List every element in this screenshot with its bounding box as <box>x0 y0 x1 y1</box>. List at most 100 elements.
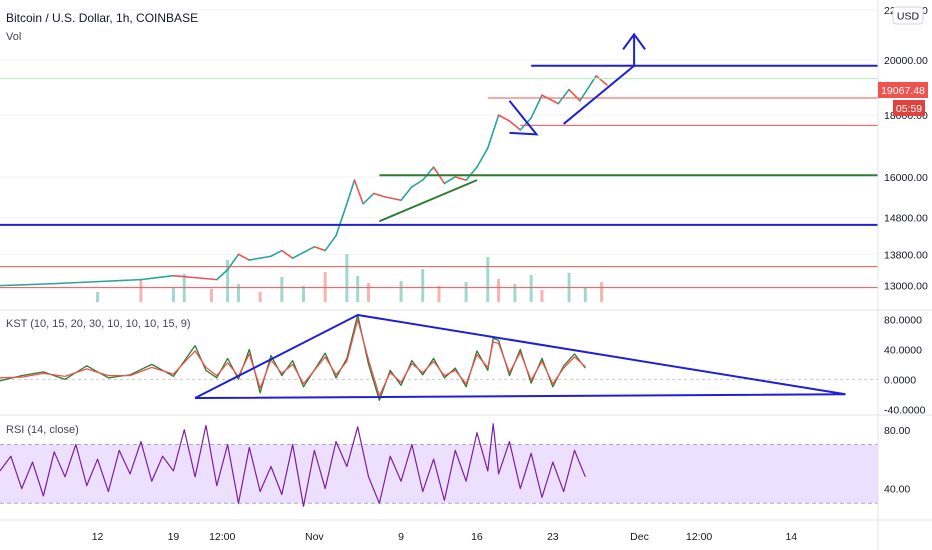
price-segment <box>353 179 364 205</box>
time-tick-label: 14 <box>785 531 797 543</box>
price-segment <box>291 251 305 259</box>
price-segment <box>541 94 560 105</box>
last-price-tag: 19067.48 <box>878 82 928 98</box>
price-segment <box>237 253 251 261</box>
price-series <box>0 75 608 287</box>
kst-tick-label: 80.0000 <box>884 314 922 326</box>
currency-button[interactable]: USD <box>892 6 924 25</box>
price-segment <box>476 147 489 168</box>
time-tick-label: 9 <box>398 531 404 543</box>
up-arrow-head[interactable] <box>622 32 646 50</box>
price-segment <box>421 166 435 181</box>
trendline[interactable] <box>378 179 478 223</box>
volume-bar <box>540 290 544 302</box>
kst-series <box>0 314 586 401</box>
kst-axis[interactable]: 80.0000 40.0000 0.0000 -40.0000 <box>884 314 926 416</box>
volume-bar <box>497 279 501 302</box>
price-grid <box>0 9 878 287</box>
rsi-line <box>0 423 586 507</box>
volume-bar <box>258 292 262 302</box>
price-segment <box>0 282 55 287</box>
kst-label: KST (10, 15, 20, 30, 10, 10, 10, 15, 9) <box>6 318 190 330</box>
volume-bar <box>356 276 360 302</box>
time-tick-label: Nov <box>305 531 324 543</box>
volume-bar <box>600 282 604 302</box>
price-segment <box>508 120 522 131</box>
volume-bar <box>345 254 349 302</box>
price-segment <box>248 255 272 261</box>
volume-bar <box>302 286 306 302</box>
price-segment <box>281 249 294 259</box>
time-tick-label: 16 <box>471 531 483 543</box>
countdown-tag-bg <box>893 100 925 116</box>
price-tick-label: 14800.00 <box>884 213 928 225</box>
volume-bar <box>421 269 425 302</box>
price-segment <box>140 274 175 281</box>
rsi-series <box>0 423 586 507</box>
kst-tick-label: 0.0000 <box>884 374 916 386</box>
price-segment <box>400 185 413 202</box>
volume-bar <box>437 286 441 302</box>
price-tick-label: 16000.00 <box>884 172 928 184</box>
price-segment <box>373 192 386 198</box>
price-segment <box>595 75 608 86</box>
volume-bar <box>139 280 143 302</box>
price-segment <box>270 249 283 258</box>
time-tick-label: 19 <box>168 531 180 543</box>
trendline[interactable] <box>563 64 635 125</box>
time-tick-label: 12 <box>92 531 104 543</box>
volume-bar <box>209 289 213 302</box>
price-segment <box>362 192 375 205</box>
time-tick-label: 23 <box>547 531 559 543</box>
kst-pane[interactable]: 80.0000 40.0000 0.0000 -40.0000 <box>0 313 926 416</box>
price-segment <box>215 268 229 281</box>
kst-triangle-drawing[interactable] <box>194 313 846 400</box>
rsi-axis[interactable]: 80.00 40.00 <box>884 425 910 496</box>
volume-bar <box>226 260 230 302</box>
kst-tick-label: 40.0000 <box>884 344 922 356</box>
volume-bars <box>96 254 604 302</box>
price-segment <box>335 202 348 237</box>
price-segment <box>302 246 316 254</box>
currency-button-bg[interactable] <box>892 6 924 25</box>
currency-button-label[interactable]: USD <box>897 11 920 23</box>
price-segment <box>384 196 402 202</box>
rsi-pane[interactable]: 80.00 40.00 <box>0 423 910 507</box>
triangle-drawing[interactable] <box>508 100 539 136</box>
price-pane[interactable]: 22000.0020000.0018000.0016000.0014800.00… <box>0 5 928 302</box>
volume-bar <box>513 284 517 302</box>
volume-bar <box>583 288 587 302</box>
rsi-band <box>0 444 878 504</box>
volume-bar <box>399 281 403 302</box>
price-axis[interactable]: 22000.0020000.0018000.0016000.0014800.00… <box>884 5 928 293</box>
price-drawings[interactable] <box>0 32 878 289</box>
last-price-tag-bg <box>878 82 928 98</box>
volume-bar <box>464 282 468 302</box>
price-tick-label: 20000.00 <box>884 55 928 67</box>
volume-bar <box>171 288 175 302</box>
time-axis[interactable]: 12 19 12:00 Nov 9 16 23 Dec 12:00 14 <box>92 531 798 543</box>
price-segment <box>530 94 543 119</box>
price-segment <box>486 114 500 149</box>
last-price-value: 19067.48 <box>881 85 925 97</box>
volume-bar <box>367 283 371 302</box>
price-segment <box>411 179 424 188</box>
price-segment <box>194 276 218 281</box>
price-segment <box>346 179 356 205</box>
price-segment <box>443 176 457 185</box>
kst-tick-label: -40.0000 <box>884 404 926 416</box>
rsi-grid <box>0 443 878 504</box>
time-tick-label: 12:00 <box>209 531 235 543</box>
volume-bar <box>236 284 240 302</box>
price-tick-label: 13000.00 <box>884 281 928 293</box>
price-segment <box>226 253 240 271</box>
price-tick-label: 13800.00 <box>884 249 928 261</box>
price-segment <box>519 117 532 131</box>
time-tick-label: Dec <box>630 531 649 543</box>
rsi-label: RSI (14, close) <box>6 424 79 436</box>
kst-drawings[interactable] <box>194 313 846 400</box>
price-segment <box>96 278 142 283</box>
volume-bar <box>96 292 100 302</box>
price-segment <box>53 280 99 285</box>
